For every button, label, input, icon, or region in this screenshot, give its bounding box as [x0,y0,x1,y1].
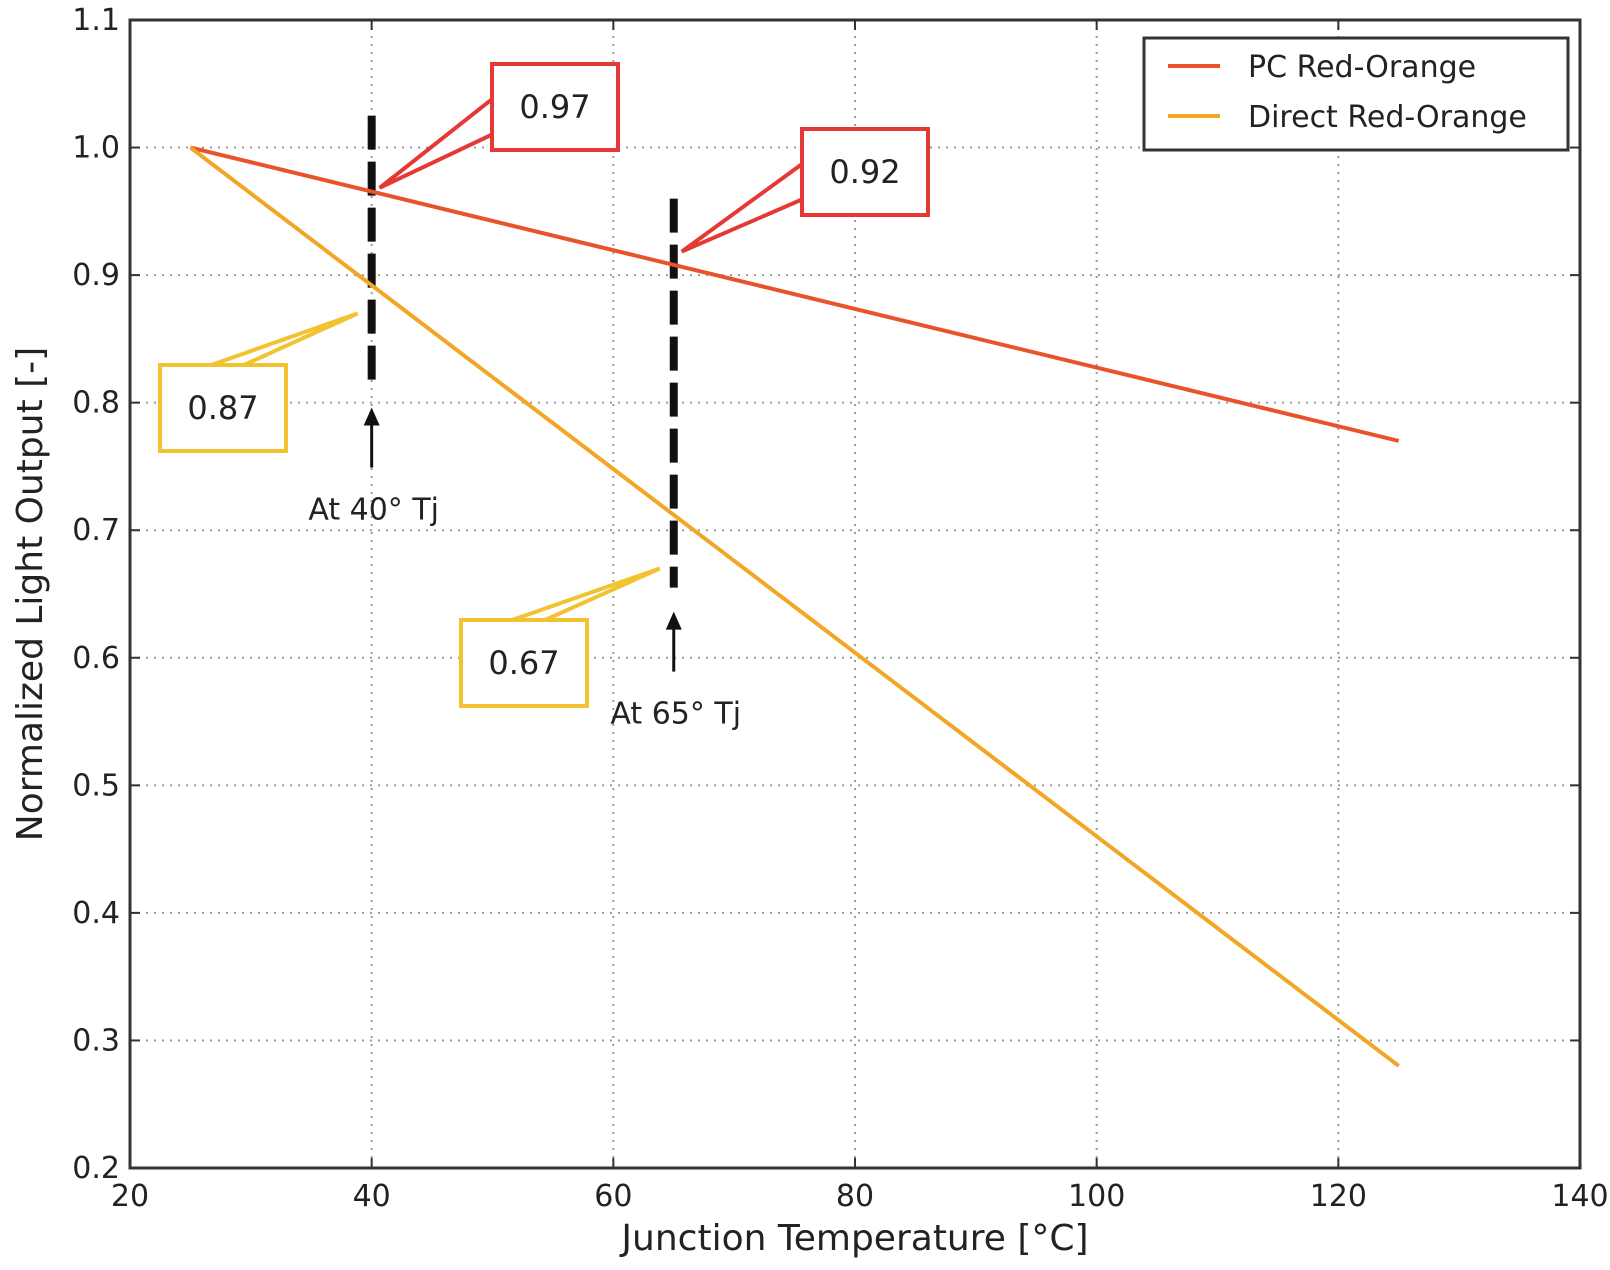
callout-box [490,62,620,152]
x-axis-label: Junction Temperature [°C] [619,1218,1088,1259]
callout-label: 0.97 [519,88,590,126]
series-line [189,145,1400,443]
callout-label: 0.92 [829,153,900,191]
x-tick-label: 60 [594,1179,632,1214]
x-tick-label: 40 [353,1179,391,1214]
marker-label: At 65° Tj [610,697,741,732]
marker-arrow-head [363,407,380,426]
x-tick-label: 20 [111,1179,149,1214]
callout-pointer [378,93,496,190]
legend-entry: PC Red-Orange [1248,50,1476,85]
x-tick-label: 80 [836,1179,874,1214]
x-tick-label: 140 [1551,1179,1608,1214]
callout-pointer [204,311,359,369]
y-tick-label: 1.1 [72,3,120,38]
legend-entry: Direct Red-Orange [1248,100,1527,135]
y-tick-label: 0.6 [72,641,120,676]
y-axis-label: Normalized Light Output [-] [10,347,51,841]
value-callouts: 0.97 0.92 0.87 0.67 [158,62,930,708]
legend-box [1142,36,1570,152]
y-tick-label: 0.2 [72,1151,120,1186]
callout-box [459,618,589,708]
series [189,145,1400,1068]
callout-box [800,127,930,217]
x-tick-label: 120 [1310,1179,1367,1214]
callout-label: 0.87 [187,389,258,427]
callout-pointer [505,566,661,624]
x-tick-label: 100 [1068,1179,1125,1214]
callout-pointer [680,158,806,254]
callout-label: 0.67 [488,644,559,682]
y-tick-label: 0.4 [72,896,120,931]
callout-box [158,363,288,453]
marker-label: At 40° Tj [308,493,439,528]
y-tick-label: 0.3 [72,1023,120,1058]
marker-arrow-head [665,611,682,630]
series-line [189,145,1400,1068]
y-tick-label: 0.8 [72,386,120,421]
y-tick-label: 0.9 [72,258,120,293]
y-tick-label: 0.5 [72,768,120,803]
y-tick-label: 1.0 [72,131,120,166]
axis-ticks: 20 40 60 80 100 120 140 0.2 0.3 0.4 0.5 0.6 0.7 0.8 0.… [72,3,1608,1214]
y-tick-label: 0.7 [72,513,120,548]
legend: PC Red-Orange Direct Red-Orange [1142,36,1570,152]
